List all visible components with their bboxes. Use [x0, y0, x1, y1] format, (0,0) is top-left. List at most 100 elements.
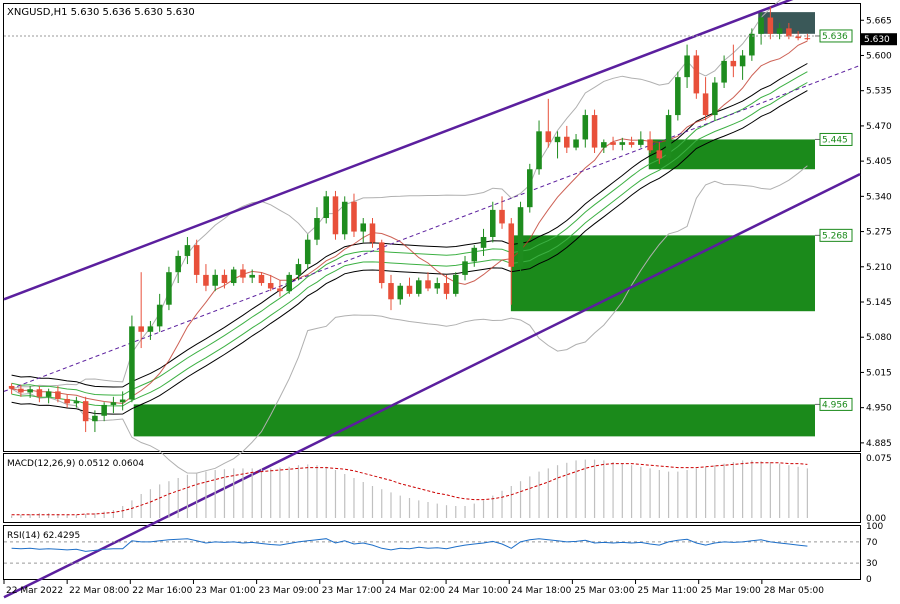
candle: [434, 277, 441, 294]
time-tick-label: 28 Mar 05:00: [764, 586, 824, 596]
candle-body: [388, 283, 394, 300]
candle: [101, 402, 107, 422]
candle-body: [795, 36, 801, 39]
channel-layer: [3, 0, 861, 599]
candle-body: [758, 17, 764, 34]
candle: [304, 234, 311, 270]
candle-body: [415, 280, 422, 294]
ma-green-lower-line: [11, 82, 808, 407]
candle: [628, 136, 635, 148]
candle-body: [45, 391, 52, 397]
candle: [536, 120, 542, 175]
candle: [36, 385, 43, 403]
rsi-tick-label: 100: [866, 522, 883, 532]
candle-body: [55, 391, 61, 399]
band-upper-line: [11, 0, 782, 390]
candle: [92, 410, 98, 433]
candle-body: [786, 28, 792, 37]
candle-body: [665, 115, 672, 159]
candle-body: [490, 209, 496, 237]
candle: [230, 266, 237, 286]
candle: [156, 293, 163, 332]
candle-body: [462, 261, 468, 275]
candle-body: [304, 239, 311, 265]
candle: [462, 255, 468, 281]
candle-body: [425, 280, 431, 289]
candle: [425, 272, 431, 292]
symbol-header: XNGUSD,H1 5.630 5.636 5.630 5.630: [7, 7, 195, 18]
candle-body: [286, 274, 292, 292]
candle-body: [767, 17, 774, 34]
candle-body: [82, 401, 89, 422]
zone-rect: [510, 235, 815, 312]
candle: [786, 22, 792, 40]
candle-body: [73, 401, 80, 404]
candle: [369, 218, 376, 248]
candle-body: [332, 196, 339, 235]
candle-body: [267, 283, 274, 289]
channel-lower-line: [3, 172, 861, 599]
macd-signal-line: [11, 462, 808, 516]
candle: [249, 269, 255, 284]
price-tick-label: 5.405: [866, 157, 892, 167]
price-tick-label: 5.340: [866, 192, 892, 202]
candle: [702, 77, 709, 121]
candle: [545, 98, 552, 148]
candle-body: [749, 33, 755, 56]
candle-body: [240, 269, 246, 278]
candle: [675, 71, 681, 121]
candle: [286, 272, 292, 294]
macd-pane-frame: [3, 453, 861, 523]
candle: [517, 201, 524, 273]
candle-body: [341, 201, 348, 235]
candle: [508, 218, 515, 305]
candle: [712, 77, 718, 121]
candle-body: [64, 398, 70, 404]
candle-body: [601, 142, 607, 148]
candle-body: [36, 389, 43, 397]
candle-body: [721, 60, 727, 83]
current-price-tag: [861, 33, 897, 46]
candle-body: [554, 136, 561, 143]
candle-body: [804, 38, 811, 40]
candle-body: [138, 326, 144, 332]
time-tick-label: 24 Mar 02:00: [385, 586, 445, 596]
candle-body: [406, 285, 413, 294]
current-price-text: 5.630: [864, 35, 890, 45]
candle-body: [471, 247, 478, 262]
candle: [739, 50, 746, 80]
envelope-lower-line: [11, 90, 808, 415]
candle: [203, 264, 209, 292]
zone-layer: [133, 12, 815, 437]
candle-body: [221, 274, 228, 284]
candle-body: [203, 274, 209, 286]
candle: [647, 131, 653, 153]
band-lower-line: [11, 165, 808, 474]
candle: [693, 50, 700, 99]
candle-body: [776, 28, 783, 34]
level-box-text: 4.956: [822, 400, 848, 410]
candle: [601, 139, 607, 153]
candle: [110, 396, 117, 414]
rsi-label: RSI(14) 62.4295: [7, 531, 80, 541]
candle-body: [739, 55, 746, 67]
candle: [73, 396, 80, 408]
candle-layer: [8, 6, 811, 433]
candle-body: [101, 404, 107, 416]
price-axis: 5.665 5.600 5.535 5.470 5.405 5.340 5.275 5.210…: [860, 16, 892, 449]
candle-body: [193, 245, 200, 275]
indicator-layer: [11, 0, 808, 474]
candle: [564, 125, 570, 153]
time-tick-label: 22 Mar 16:00: [132, 586, 192, 596]
candle: [776, 22, 783, 40]
candle-body: [702, 93, 709, 116]
candle: [443, 274, 450, 300]
time-tick-label: 25 Mar 19:00: [701, 586, 761, 596]
candle: [119, 391, 126, 411]
candle: [665, 109, 672, 162]
candle: [619, 137, 626, 151]
candle: [45, 388, 52, 404]
time-tick-label: 25 Mar 11:00: [638, 586, 698, 596]
candle-body: [397, 285, 404, 300]
